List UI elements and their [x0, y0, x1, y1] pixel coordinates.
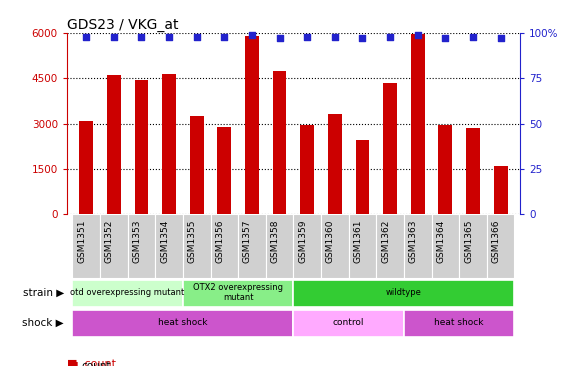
- Bar: [328, 115, 342, 214]
- Bar: [107, 75, 121, 214]
- Bar: [73, 214, 100, 278]
- Point: [275, 36, 284, 41]
- Point: [81, 34, 91, 40]
- Text: ■  count: ■ count: [67, 359, 116, 366]
- Bar: [349, 214, 376, 278]
- Bar: [238, 214, 266, 278]
- Bar: [293, 310, 404, 337]
- Bar: [383, 83, 397, 214]
- Text: GSM1353: GSM1353: [132, 219, 141, 263]
- Text: GSM1354: GSM1354: [160, 219, 169, 263]
- Point: [385, 34, 394, 40]
- Bar: [466, 128, 480, 214]
- Bar: [494, 166, 508, 214]
- Bar: [100, 214, 128, 278]
- Bar: [439, 125, 452, 214]
- Text: GDS23 / VKG_at: GDS23 / VKG_at: [67, 18, 178, 32]
- Point: [413, 32, 422, 38]
- Bar: [135, 80, 148, 214]
- Point: [248, 32, 257, 38]
- Text: GSM1364: GSM1364: [436, 219, 446, 263]
- Bar: [183, 280, 293, 307]
- Bar: [404, 310, 514, 337]
- Point: [468, 34, 478, 40]
- Text: GSM1351: GSM1351: [77, 219, 86, 263]
- Text: GSM1356: GSM1356: [216, 219, 224, 263]
- Bar: [190, 116, 203, 214]
- Text: GSM1359: GSM1359: [298, 219, 307, 263]
- Bar: [155, 214, 183, 278]
- Text: GSM1363: GSM1363: [409, 219, 418, 263]
- Text: otd overexpressing mutant: otd overexpressing mutant: [70, 288, 185, 297]
- Bar: [404, 214, 432, 278]
- Text: GSM1355: GSM1355: [188, 219, 197, 263]
- Text: GSM1360: GSM1360: [326, 219, 335, 263]
- Bar: [79, 120, 93, 214]
- Point: [303, 34, 312, 40]
- Text: OTX2 overexpressing
mutant: OTX2 overexpressing mutant: [193, 283, 283, 302]
- Text: GSM1365: GSM1365: [464, 219, 473, 263]
- Bar: [376, 214, 404, 278]
- Text: GSM1366: GSM1366: [492, 219, 501, 263]
- Bar: [487, 214, 514, 278]
- Point: [109, 34, 119, 40]
- Bar: [300, 125, 314, 214]
- Bar: [432, 214, 459, 278]
- Point: [441, 36, 450, 41]
- Bar: [266, 214, 293, 278]
- Text: strain ▶: strain ▶: [23, 288, 64, 298]
- Bar: [217, 127, 231, 214]
- Text: GSM1361: GSM1361: [353, 219, 363, 263]
- Bar: [459, 214, 487, 278]
- Text: GSM1352: GSM1352: [105, 219, 114, 263]
- Text: heat shock: heat shock: [158, 318, 207, 327]
- Point: [330, 34, 339, 40]
- Point: [192, 34, 202, 40]
- Text: wildtype: wildtype: [386, 288, 422, 297]
- Text: ■: ■: [67, 359, 78, 366]
- Bar: [356, 140, 370, 214]
- Point: [358, 36, 367, 41]
- Point: [164, 34, 174, 40]
- Point: [496, 36, 505, 41]
- Text: GSM1358: GSM1358: [271, 219, 279, 263]
- Bar: [272, 71, 286, 214]
- Bar: [321, 214, 349, 278]
- Bar: [128, 214, 155, 278]
- Bar: [73, 280, 183, 307]
- Bar: [162, 74, 176, 214]
- Point: [220, 34, 229, 40]
- Text: GSM1362: GSM1362: [381, 219, 390, 263]
- Bar: [411, 34, 425, 214]
- Text: GSM1357: GSM1357: [243, 219, 252, 263]
- Bar: [73, 310, 293, 337]
- Text: shock ▶: shock ▶: [22, 318, 64, 328]
- Bar: [293, 214, 321, 278]
- Text: heat shock: heat shock: [435, 318, 484, 327]
- Text: count: count: [81, 361, 111, 366]
- Bar: [183, 214, 210, 278]
- Bar: [293, 280, 514, 307]
- Text: control: control: [333, 318, 364, 327]
- Point: [137, 34, 146, 40]
- Bar: [245, 36, 259, 214]
- Bar: [210, 214, 238, 278]
